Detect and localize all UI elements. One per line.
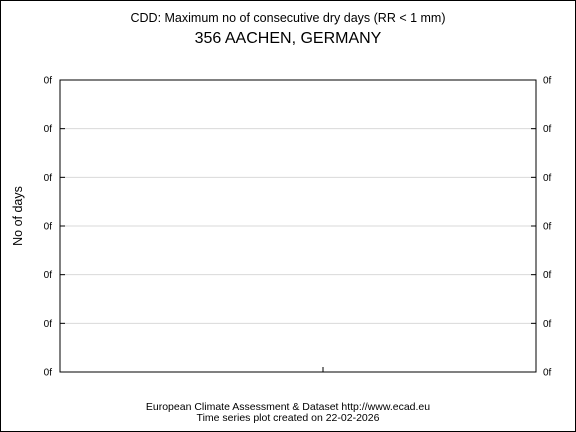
y-tick-label-right: 0f: [543, 76, 552, 87]
y-tick-label-left: 0f: [44, 319, 53, 330]
station-name: 356 AACHEN, GERMANY: [195, 30, 382, 47]
y-tick-label-left: 0f: [44, 173, 53, 184]
y-tick-label-left: 0f: [44, 124, 53, 135]
footer-created-date: Time series plot created on 22-02-2026: [197, 412, 380, 424]
y-tick-label-left: 0f: [44, 222, 53, 233]
y-tick-label-right: 0f: [543, 270, 552, 281]
y-axis-ticks: [60, 79, 536, 373]
y-tick-label-left: 0f: [44, 270, 53, 281]
y-tick-label-left: 0f: [44, 368, 53, 379]
y-tick-label-right: 0f: [543, 319, 552, 330]
y-tick-label-right: 0f: [543, 173, 552, 184]
y-tick-label-left: 0f: [44, 76, 53, 87]
footer-source: European Climate Assessment & Dataset ht…: [146, 401, 430, 413]
y-tick-label-right: 0f: [543, 222, 552, 233]
gridlines: [60, 128, 536, 324]
y-axis-tick-labels: 0f 0f 0f 0f 0f 0f 0f 0f 0f 0f 0f 0f 0f 0f: [44, 76, 552, 379]
chart-title: CDD: Maximum no of consecutive dry days …: [130, 11, 445, 25]
y-axis-label: No of days: [11, 186, 25, 246]
y-tick-label-right: 0f: [543, 368, 552, 379]
y-tick-label-right: 0f: [543, 124, 552, 135]
